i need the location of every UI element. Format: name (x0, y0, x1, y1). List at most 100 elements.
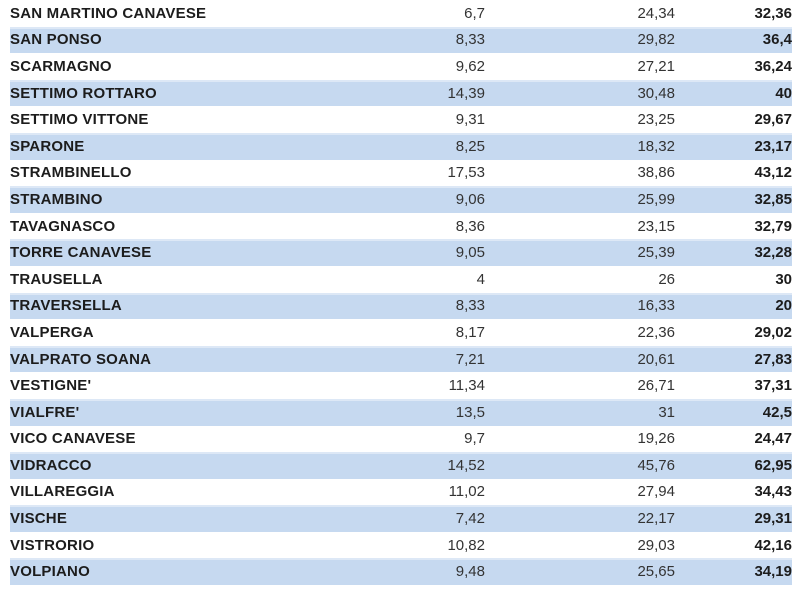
table-row: SAN PONSO 8,33 29,82 36,4 (10, 26, 792, 54)
cell-value-2: 26,71 (485, 372, 675, 399)
cell-value-2: 18,32 (485, 132, 675, 160)
cell-value-2: 29,82 (485, 26, 675, 54)
cell-value-1: 14,39 (390, 79, 485, 107)
cell-value-1: 8,33 (390, 26, 485, 54)
cell-value-2: 25,99 (485, 186, 675, 213)
cell-total-value: 40 (675, 79, 792, 107)
table-row: VALPERGA 8,17 22,36 29,02 (10, 319, 792, 346)
cell-total-value: 43,12 (675, 159, 792, 187)
cell-value-2: 20,61 (485, 345, 675, 373)
table-row: VESTIGNE' 11,34 26,71 37,31 (10, 372, 792, 399)
table-row: TORRE CANAVESE 9,05 25,39 32,28 (10, 239, 792, 266)
cell-value-1: 7,42 (390, 505, 485, 532)
cell-total-value: 34,43 (675, 478, 792, 506)
cell-total-value: 36,4 (675, 26, 792, 54)
cell-value-1: 11,02 (390, 478, 485, 506)
cell-municipality-name: TAVAGNASCO (10, 212, 390, 240)
table-row: VIDRACCO 14,52 45,76 62,95 (10, 452, 792, 479)
cell-value-2: 29,03 (485, 531, 675, 559)
cell-municipality-name: VIALFRE' (10, 398, 390, 426)
cell-value-1: 9,48 (390, 558, 485, 586)
cell-total-value: 62,95 (675, 452, 792, 479)
cell-value-1: 17,53 (390, 159, 485, 187)
cell-municipality-name: SAN MARTINO CANAVESE (10, 0, 390, 27)
cell-value-1: 9,62 (390, 53, 485, 80)
table-row: VISCHE 7,42 22,17 29,31 (10, 505, 792, 532)
cell-municipality-name: TRAUSELLA (10, 265, 390, 293)
table-row: TAVAGNASCO 8,36 23,15 32,79 (10, 212, 792, 240)
cell-municipality-name: VISCHE (10, 505, 390, 532)
cell-value-1: 11,34 (390, 372, 485, 399)
cell-value-2: 26 (485, 265, 675, 293)
cell-municipality-name: TRAVERSELLA (10, 292, 390, 320)
cell-municipality-name: SAN PONSO (10, 26, 390, 54)
cell-value-2: 31 (485, 398, 675, 426)
cell-value-2: 45,76 (485, 452, 675, 479)
cell-value-2: 24,34 (485, 0, 675, 27)
table-row: VALPRATO SOANA 7,21 20,61 27,83 (10, 345, 792, 373)
table-row: VOLPIANO 9,48 25,65 34,19 (10, 558, 792, 586)
cell-total-value: 42,16 (675, 531, 792, 559)
cell-total-value: 42,5 (675, 398, 792, 426)
cell-municipality-name: SCARMAGNO (10, 53, 390, 80)
table-body: SAN MARTINO CANAVESE 6,7 24,34 32,36 SAN PON… (10, 0, 792, 586)
cell-total-value: 23,17 (675, 132, 792, 160)
table-row: VIALFRE' 13,5 31 42,5 (10, 398, 792, 426)
cell-total-value: 29,67 (675, 106, 792, 133)
table-row: TRAVERSELLA 8,33 16,33 20 (10, 292, 792, 320)
cell-total-value: 32,36 (675, 0, 792, 27)
table-row: VISTRORIO 10,82 29,03 42,16 (10, 531, 792, 559)
cell-value-1: 8,25 (390, 132, 485, 160)
cell-municipality-name: VESTIGNE' (10, 372, 390, 399)
cell-municipality-name: VOLPIANO (10, 558, 390, 586)
cell-municipality-name: VALPRATO SOANA (10, 345, 390, 373)
cell-municipality-name: STRAMBINO (10, 186, 390, 213)
cell-value-1: 8,36 (390, 212, 485, 240)
cell-value-2: 27,21 (485, 53, 675, 80)
cell-municipality-name: STRAMBINELLO (10, 159, 390, 187)
cell-value-1: 7,21 (390, 345, 485, 373)
cell-total-value: 30 (675, 265, 792, 293)
cell-total-value: 32,28 (675, 239, 792, 266)
cell-total-value: 32,79 (675, 212, 792, 240)
table-row: SCARMAGNO 9,62 27,21 36,24 (10, 53, 792, 80)
table-row: TRAUSELLA 4 26 30 (10, 265, 792, 293)
cell-municipality-name: SPARONE (10, 132, 390, 160)
table-row: VICO CANAVESE 9,7 19,26 24,47 (10, 425, 792, 453)
cell-value-2: 38,86 (485, 159, 675, 187)
cell-total-value: 34,19 (675, 558, 792, 586)
cell-municipality-name: VILLAREGGIA (10, 478, 390, 506)
cell-total-value: 29,31 (675, 505, 792, 532)
cell-value-1: 6,7 (390, 0, 485, 27)
cell-value-2: 25,39 (485, 239, 675, 266)
cell-value-2: 27,94 (485, 478, 675, 506)
cell-value-2: 23,25 (485, 106, 675, 133)
cell-value-1: 8,33 (390, 292, 485, 320)
cell-value-1: 10,82 (390, 531, 485, 559)
table-row: SAN MARTINO CANAVESE 6,7 24,34 32,36 (10, 0, 792, 27)
cell-municipality-name: VALPERGA (10, 319, 390, 346)
cell-value-1: 13,5 (390, 398, 485, 426)
cell-municipality-name: VIDRACCO (10, 452, 390, 479)
cell-total-value: 32,85 (675, 186, 792, 213)
table-row: SETTIMO VITTONE 9,31 23,25 29,67 (10, 106, 792, 133)
cell-municipality-name: SETTIMO VITTONE (10, 106, 390, 133)
cell-value-2: 22,36 (485, 319, 675, 346)
cell-value-2: 16,33 (485, 292, 675, 320)
cell-total-value: 36,24 (675, 53, 792, 80)
cell-value-2: 30,48 (485, 79, 675, 107)
cell-municipality-name: VICO CANAVESE (10, 425, 390, 453)
cell-total-value: 29,02 (675, 319, 792, 346)
cell-value-1: 9,05 (390, 239, 485, 266)
cell-total-value: 20 (675, 292, 792, 320)
cell-value-1: 9,31 (390, 106, 485, 133)
cell-value-1: 4 (390, 265, 485, 293)
table-row: VILLAREGGIA 11,02 27,94 34,43 (10, 478, 792, 506)
cell-value-1: 14,52 (390, 452, 485, 479)
cell-value-2: 22,17 (485, 505, 675, 532)
table-row: SPARONE 8,25 18,32 23,17 (10, 132, 792, 160)
municipality-data-table: SAN MARTINO CANAVESE 6,7 24,34 32,36 SAN PON… (10, 0, 792, 586)
table-row: STRAMBINELLO 17,53 38,86 43,12 (10, 159, 792, 187)
cell-value-1: 8,17 (390, 319, 485, 346)
